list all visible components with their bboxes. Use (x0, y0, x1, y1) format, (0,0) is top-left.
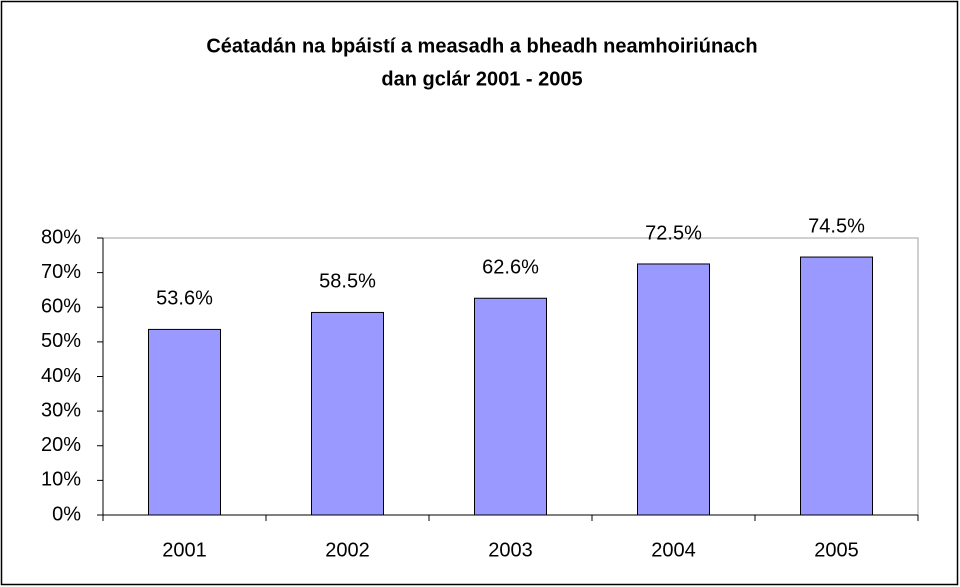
y-tick-label: 30% (41, 399, 81, 421)
x-tick-label: 2002 (325, 539, 370, 561)
data-label: 74.5% (808, 215, 865, 237)
y-tick-label: 80% (41, 226, 81, 248)
y-tick-label: 70% (41, 261, 81, 283)
y-tick-label: 20% (41, 434, 81, 456)
x-tick-label: 2001 (162, 539, 207, 561)
bar (148, 328, 221, 516)
y-tick-label: 60% (41, 296, 81, 318)
x-tick-label: 2005 (814, 539, 859, 561)
x-tick-label: 2004 (651, 539, 696, 561)
y-tick-label: 50% (41, 330, 81, 352)
bar (311, 311, 384, 516)
bar (637, 263, 710, 516)
chart-title: Céatadán na bpáistí a measadh a bheadh n… (206, 35, 757, 57)
x-tick-label: 2003 (488, 539, 533, 561)
y-tick-label: 0% (52, 503, 81, 525)
bar (474, 297, 547, 516)
y-tick-label: 40% (41, 365, 81, 387)
bar (800, 256, 873, 516)
data-label: 62.6% (482, 257, 539, 279)
data-label: 72.5% (645, 222, 702, 244)
y-tick-label: 10% (41, 469, 81, 491)
data-label: 58.5% (319, 271, 376, 293)
data-label: 53.6% (156, 288, 213, 310)
chart-title: dan gclár 2001 - 2005 (381, 68, 582, 90)
